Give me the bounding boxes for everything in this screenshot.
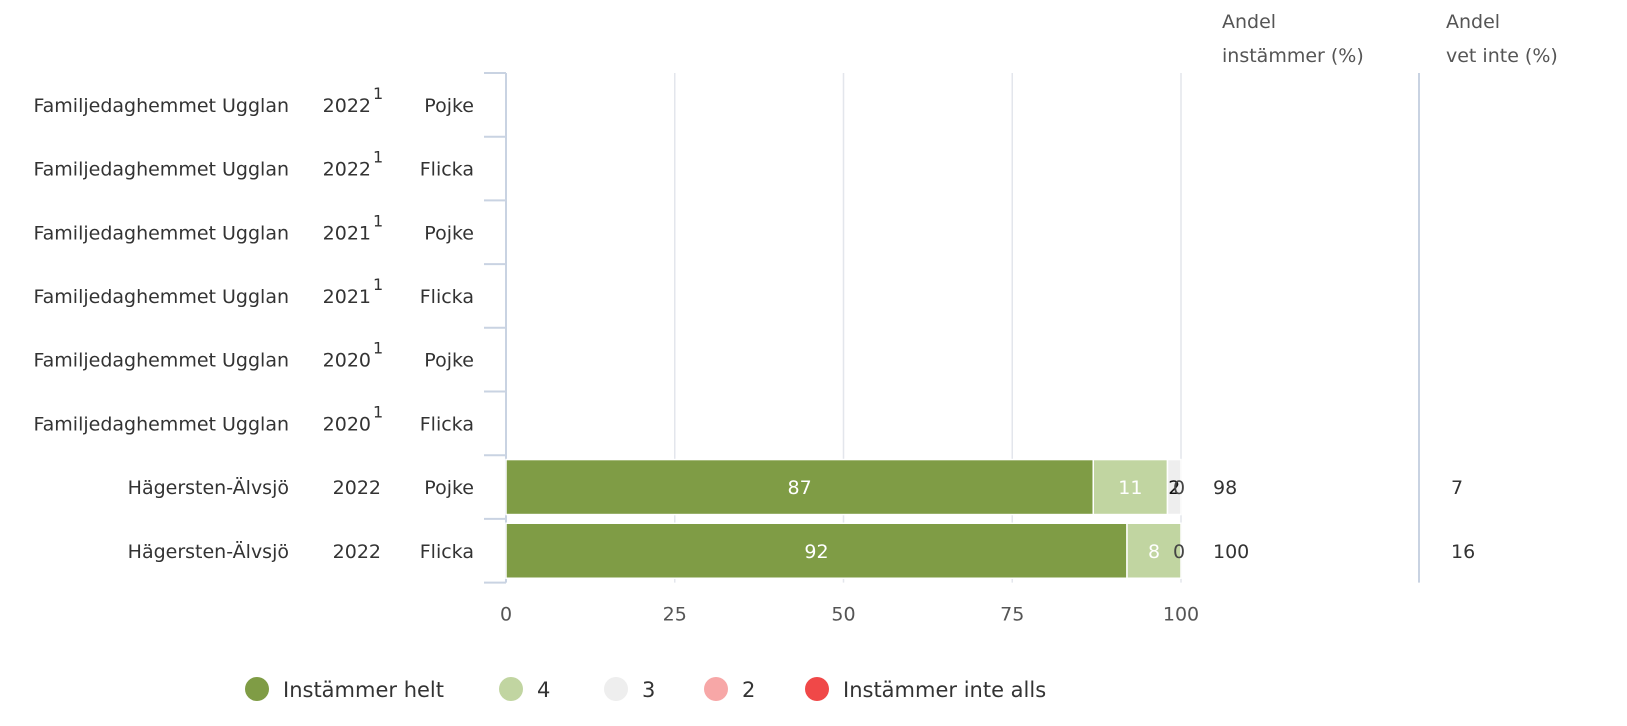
row-unit-label: Hägersten-Älvsjö bbox=[128, 476, 289, 499]
row-unit-label: Familjedaghemmet Ugglan bbox=[33, 95, 289, 117]
header-andel-vet-inte-line2: vet inte (%) bbox=[1446, 45, 1558, 67]
legend-swatch bbox=[604, 677, 628, 701]
row-footnote: 1 bbox=[373, 275, 383, 294]
x-tick-label: 0 bbox=[500, 604, 512, 626]
chart-row: Hägersten-Älvsjö 2022 Flicka 92 8 0 100 16 bbox=[128, 522, 1475, 579]
row-footnote: 1 bbox=[373, 148, 383, 167]
category-axis bbox=[484, 72, 507, 584]
chart-row: Hägersten-Älvsjö 2022 Pojke 87 11 20 98 7 bbox=[128, 458, 1463, 516]
row-year-label: 2021 bbox=[323, 222, 371, 244]
bar-value-label: 92 bbox=[804, 541, 828, 563]
legend-label: 4 bbox=[537, 678, 550, 702]
x-axis-ticks: 0 25 50 75 100 bbox=[500, 604, 1199, 626]
bar-segment bbox=[505, 458, 1094, 516]
row-year-label: 2022 bbox=[323, 95, 371, 117]
bar-segment bbox=[505, 522, 1128, 579]
row-year-label: 2021 bbox=[323, 286, 371, 308]
row-gender-label: Flicka bbox=[420, 541, 474, 563]
legend-label: 3 bbox=[642, 678, 655, 702]
andel-vet-inte-value: 16 bbox=[1451, 541, 1475, 563]
row-unit-label: Hägersten-Älvsjö bbox=[128, 540, 289, 563]
x-tick-label: 100 bbox=[1163, 604, 1199, 626]
bar-value-label: 11 bbox=[1118, 477, 1142, 499]
row-year-label: 2022 bbox=[323, 159, 371, 181]
legend-swatch bbox=[245, 677, 269, 701]
row-gender-label: Flicka bbox=[420, 159, 474, 181]
row-year-label: 2022 bbox=[333, 477, 381, 499]
bar-segment bbox=[1126, 522, 1182, 579]
legend-swatch bbox=[704, 677, 728, 701]
row-footnote: 1 bbox=[373, 402, 383, 421]
row-unit-label: Familjedaghemmet Ugglan bbox=[33, 222, 289, 244]
row-footnote: 1 bbox=[373, 84, 383, 103]
bar-value-label: 87 bbox=[788, 477, 812, 499]
legend-item: 4 bbox=[499, 677, 550, 702]
x-tick-label: 75 bbox=[1000, 604, 1024, 626]
row-footnote: 1 bbox=[373, 211, 383, 230]
legend-swatch bbox=[805, 677, 829, 701]
legend-label: Instämmer inte alls bbox=[843, 678, 1046, 702]
bar-value-label: 8 bbox=[1148, 541, 1160, 563]
andel-vet-inte-value: 7 bbox=[1451, 477, 1463, 499]
header-andel-vet-inte-line1: Andel bbox=[1446, 11, 1500, 33]
legend-item: Instämmer helt bbox=[245, 677, 444, 702]
row-gender-label: Pojke bbox=[424, 95, 474, 117]
rows: Familjedaghemmet Ugglan 20221PojkeFamilje… bbox=[33, 84, 1475, 579]
row-year-label: 2020 bbox=[323, 413, 371, 435]
legend-label: Instämmer helt bbox=[283, 678, 444, 702]
andel-instammer-value: 100 bbox=[1213, 541, 1249, 563]
row-gender-label: Flicka bbox=[420, 286, 474, 308]
row-gender-label: Pojke bbox=[424, 350, 474, 372]
legend-item: 2 bbox=[704, 677, 755, 702]
bar-value-label: 2 bbox=[1168, 477, 1180, 499]
row-unit-label: Familjedaghemmet Ugglan bbox=[33, 350, 289, 372]
legend: Instämmer helt 4 3 2 Instämmer inte alls bbox=[245, 677, 1046, 702]
row-gender-label: Flicka bbox=[420, 413, 474, 435]
row-unit-label: Familjedaghemmet Ugglan bbox=[33, 413, 289, 435]
row-year-label: 2022 bbox=[333, 541, 381, 563]
legend-swatch bbox=[499, 677, 523, 701]
row-gender-label: Pojke bbox=[424, 222, 474, 244]
row-gender-label: Pojke bbox=[424, 477, 474, 499]
header-andel-instammer-line1: Andel bbox=[1222, 11, 1276, 33]
legend-item: Instämmer inte alls bbox=[805, 677, 1046, 702]
x-tick-label: 25 bbox=[663, 604, 687, 626]
bar-segment bbox=[1166, 458, 1182, 516]
row-unit-label: Familjedaghemmet Ugglan bbox=[33, 286, 289, 308]
row-footnote: 1 bbox=[373, 339, 383, 358]
andel-instammer-value: 98 bbox=[1213, 477, 1237, 499]
legend-item: 3 bbox=[604, 677, 655, 702]
bar-value-label: 0 bbox=[1173, 541, 1185, 563]
header-andel-instammer-line2: instämmer (%) bbox=[1222, 45, 1364, 67]
row-unit-label: Familjedaghemmet Ugglan bbox=[33, 159, 289, 181]
row-year-label: 2020 bbox=[323, 350, 371, 372]
x-tick-label: 50 bbox=[831, 604, 855, 626]
bar-value-label: 0 bbox=[1173, 477, 1185, 499]
legend-label: 2 bbox=[742, 678, 755, 702]
